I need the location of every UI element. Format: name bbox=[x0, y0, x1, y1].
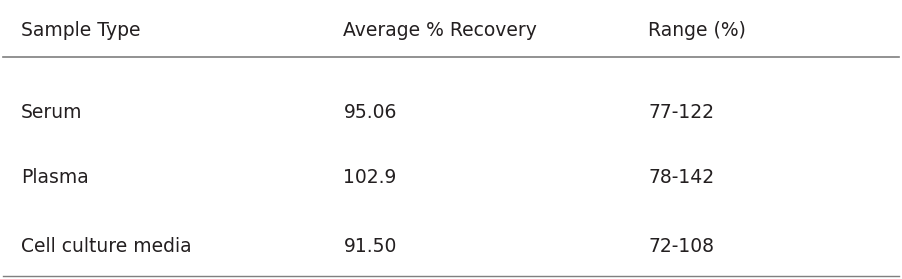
Text: 77-122: 77-122 bbox=[649, 103, 714, 122]
Text: 102.9: 102.9 bbox=[344, 168, 397, 187]
Text: 91.50: 91.50 bbox=[344, 237, 397, 256]
Text: 78-142: 78-142 bbox=[649, 168, 714, 187]
Text: 72-108: 72-108 bbox=[649, 237, 714, 256]
Text: Plasma: Plasma bbox=[21, 168, 88, 187]
Text: Sample Type: Sample Type bbox=[21, 21, 140, 40]
Text: Serum: Serum bbox=[21, 103, 82, 122]
Text: 95.06: 95.06 bbox=[344, 103, 397, 122]
Text: Range (%): Range (%) bbox=[649, 21, 746, 40]
Text: Average % Recovery: Average % Recovery bbox=[344, 21, 538, 40]
Text: Cell culture media: Cell culture media bbox=[21, 237, 191, 256]
